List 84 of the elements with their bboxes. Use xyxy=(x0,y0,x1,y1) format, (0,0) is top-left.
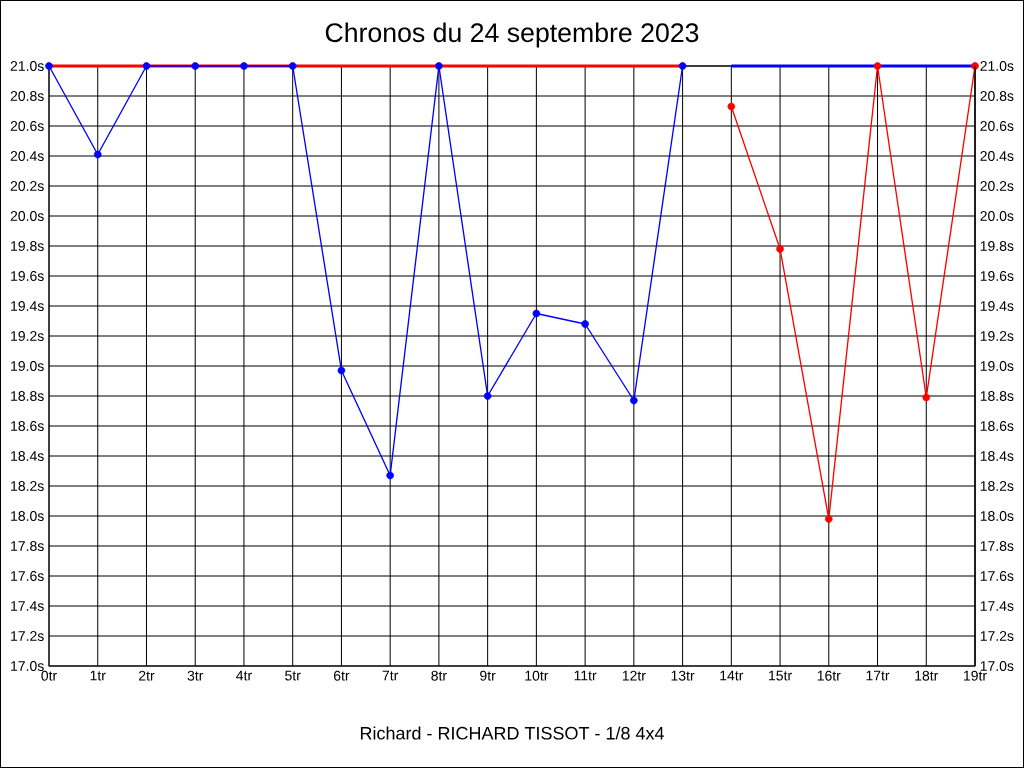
point xyxy=(776,245,784,253)
point xyxy=(93,150,102,159)
y2-tick-label: 19.4s xyxy=(980,301,1014,311)
point xyxy=(288,62,297,70)
x-tick-label: 12tr xyxy=(622,670,646,681)
point xyxy=(678,62,687,70)
x-tick-label: 16tr xyxy=(817,670,841,681)
x-tick-label: 5tr xyxy=(285,670,301,681)
x-tick-label: 17tr xyxy=(866,670,890,681)
y-tick-label: 18.6s xyxy=(11,421,44,431)
y2-tick-label: 19.0s xyxy=(980,361,1014,371)
y-tick-label: 20.2s xyxy=(10,181,44,191)
point xyxy=(630,396,638,405)
chart-title: Chronos du 24 septembre 2023 xyxy=(325,22,699,48)
point xyxy=(45,62,53,70)
x-tick-label: 4tr xyxy=(236,670,252,681)
point xyxy=(581,320,589,328)
y2-tick-label: 20.0s xyxy=(980,211,1014,221)
y2-tick-label: 18.4s xyxy=(980,451,1014,461)
x-tick-label: 7tr xyxy=(382,670,399,681)
point xyxy=(532,309,541,318)
y2-tick-label: 20.8s xyxy=(980,91,1014,101)
x-tick-label: 8tr xyxy=(431,670,447,681)
y-tick-label: 17.4s xyxy=(11,601,44,611)
y-tick-label: 18.2s xyxy=(11,481,44,491)
y2-tick-label: 17.2s xyxy=(980,631,1014,641)
y-tick-label: 19.8s xyxy=(11,241,44,251)
y2-tick-label: 21.0s xyxy=(980,61,1014,71)
y2-tick-label: 20.2s xyxy=(980,181,1014,191)
x-tick-label: 14tr xyxy=(720,670,744,681)
y-tick-label: 17.2s xyxy=(11,631,44,641)
y-tick-label: 21.0s xyxy=(10,61,44,71)
y-tick-label: 20.4s xyxy=(10,151,44,161)
x-tick-label: 11tr xyxy=(574,670,597,681)
x-tick-label: 18tr xyxy=(915,670,939,681)
y-tick-label: 19.6s xyxy=(11,271,44,281)
x-tick-label: 3tr xyxy=(187,670,204,681)
y-tick-label: 19.0s xyxy=(11,361,44,371)
y-tick-label: 20.6s xyxy=(10,121,44,131)
y-tick-label: 20.0s xyxy=(10,211,44,221)
y-tick-label: 18.4s xyxy=(11,451,44,461)
point xyxy=(824,515,833,523)
y2-tick-label: 18.6s xyxy=(980,421,1014,431)
y2-tick-label: 17.4s xyxy=(980,601,1014,611)
y-tick-label: 17.6s xyxy=(11,571,44,581)
x-tick-label: 2tr xyxy=(139,670,155,681)
y2-tick-label: 20.6s xyxy=(980,121,1014,131)
y2-tick-label: 19.8s xyxy=(980,241,1014,251)
y2-tick-label: 17.6s xyxy=(980,571,1014,581)
point xyxy=(386,471,394,480)
point xyxy=(922,393,931,402)
point xyxy=(727,102,736,111)
x-tick-label: 0tr xyxy=(41,670,57,681)
y2-tick-label: 18.2s xyxy=(980,481,1014,491)
point xyxy=(240,62,248,70)
y-tick-label: 17.8s xyxy=(11,541,44,551)
x-tick-label: 15tr xyxy=(769,670,792,681)
x-tick-label: 10tr xyxy=(525,670,549,681)
y2-tick-label: 17.8s xyxy=(980,541,1014,551)
y-tick-label: 18.0s xyxy=(11,511,44,521)
y2-tick-label: 18.0s xyxy=(980,511,1014,521)
point xyxy=(971,62,979,70)
y-tick-label: 19.4s xyxy=(11,301,44,311)
y2-tick-label: 18.8s xyxy=(980,391,1014,401)
x-tick-label: 1tr xyxy=(90,670,106,681)
x-axis-title: Richard - RICHARD TISSOT - 1/8 4x4 xyxy=(360,726,664,740)
y2-tick-label: 19.2s xyxy=(980,331,1014,341)
y-tick-label: 17.0s xyxy=(11,661,44,671)
y2-tick-label: 20.4s xyxy=(980,151,1014,161)
point xyxy=(191,62,200,70)
y-tick-label: 18.8s xyxy=(11,391,44,401)
y2-tick-label: 17.0s xyxy=(980,661,1014,671)
y-tick-label: 19.2s xyxy=(11,331,44,341)
x-tick-label: 19tr xyxy=(964,670,987,681)
point xyxy=(483,392,492,400)
x-tick-label: 6tr xyxy=(333,670,350,681)
point xyxy=(435,62,443,70)
x-tick-label: 9tr xyxy=(480,670,496,681)
point xyxy=(337,366,346,375)
point xyxy=(873,62,882,70)
x-tick-label: 13tr xyxy=(671,670,695,681)
y2-tick-label: 19.6s xyxy=(980,271,1014,281)
y-tick-label: 20.8s xyxy=(10,91,44,101)
point xyxy=(142,62,151,70)
